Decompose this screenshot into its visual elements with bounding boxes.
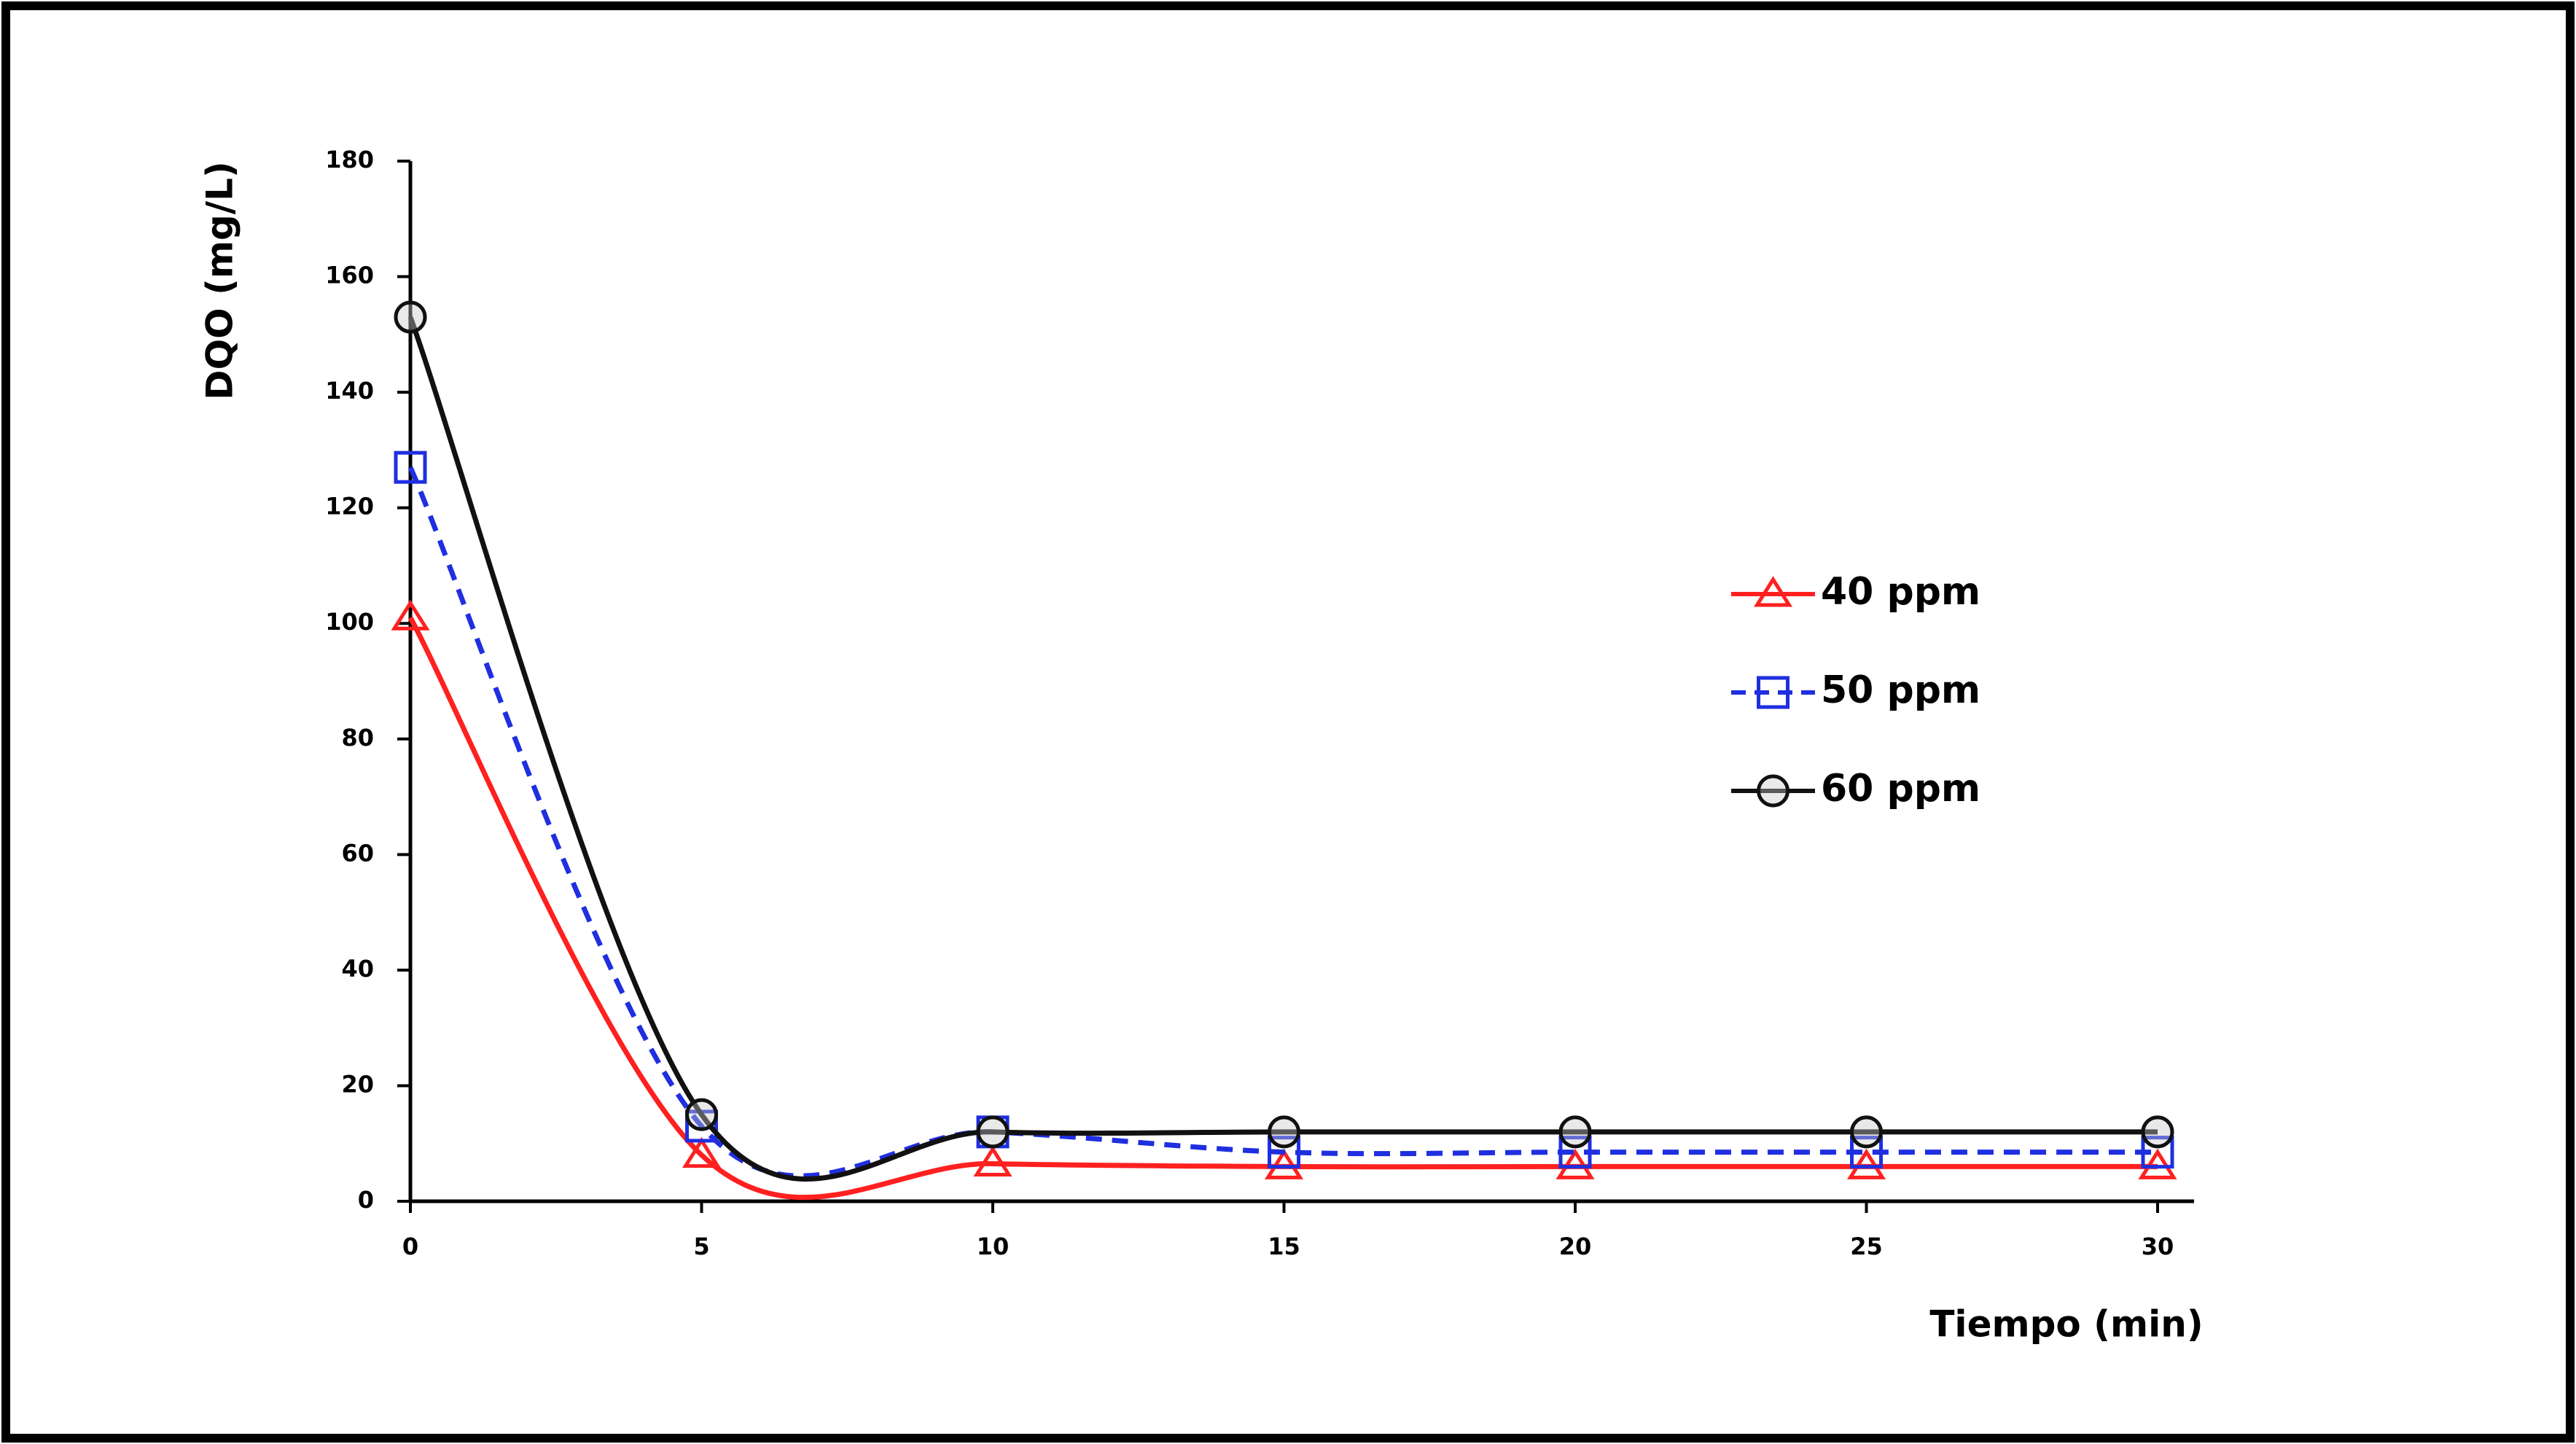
data-point xyxy=(976,1115,1010,1149)
y-tick-label: 160 xyxy=(325,262,374,289)
data-point xyxy=(1556,1148,1595,1179)
legend-marker xyxy=(1753,576,1793,607)
legend-label: 50 ppm xyxy=(1821,668,1980,712)
y-tick-label: 80 xyxy=(341,724,374,752)
x-axis-title: Tiempo (min) xyxy=(1929,1303,2203,1346)
y-axis-title: DQO (mg/L) xyxy=(199,161,241,400)
data-point xyxy=(1846,1148,1886,1179)
legend-label: 60 ppm xyxy=(1821,767,1980,811)
y-tick-label: 20 xyxy=(341,1070,374,1098)
y-tick-label: 40 xyxy=(341,955,374,983)
y-tick-label: 140 xyxy=(325,377,374,405)
legend-label: 40 ppm xyxy=(1821,570,1980,614)
x-tick-label: 25 xyxy=(1850,1233,1883,1260)
data-point xyxy=(973,1145,1012,1176)
series-line xyxy=(407,466,2158,1179)
data-point xyxy=(1268,1115,1300,1149)
y-tick-label: 180 xyxy=(325,146,374,173)
data-point xyxy=(2141,1115,2174,1149)
data-point xyxy=(1264,1148,1304,1179)
y-tick-label: 60 xyxy=(341,839,374,867)
data-point xyxy=(1268,1136,1300,1169)
data-point xyxy=(394,300,427,334)
x-tick-label: 5 xyxy=(693,1233,709,1260)
legend-marker xyxy=(1757,676,1789,709)
y-tick-label: 100 xyxy=(325,608,374,636)
x-tick-label: 15 xyxy=(1268,1233,1300,1260)
data-point xyxy=(685,1098,718,1131)
data-point xyxy=(394,450,427,484)
data-point xyxy=(391,599,430,631)
x-tick-label: 30 xyxy=(2142,1233,2174,1260)
data-point xyxy=(1558,1115,1592,1149)
legend-marker xyxy=(1757,774,1789,808)
data-point xyxy=(2138,1148,2177,1179)
data-point xyxy=(1558,1136,1592,1169)
x-tick-label: 20 xyxy=(1559,1233,1592,1260)
data-point xyxy=(1850,1136,1883,1169)
y-tick-label: 0 xyxy=(358,1186,374,1214)
data-point xyxy=(1850,1115,1883,1149)
data-point xyxy=(2141,1136,2174,1169)
x-tick-label: 10 xyxy=(977,1233,1010,1260)
y-tick-label: 120 xyxy=(325,493,374,520)
series-line xyxy=(407,316,2158,1182)
data-point xyxy=(682,1136,722,1168)
x-tick-label: 0 xyxy=(402,1233,418,1260)
series-line xyxy=(407,616,2158,1201)
